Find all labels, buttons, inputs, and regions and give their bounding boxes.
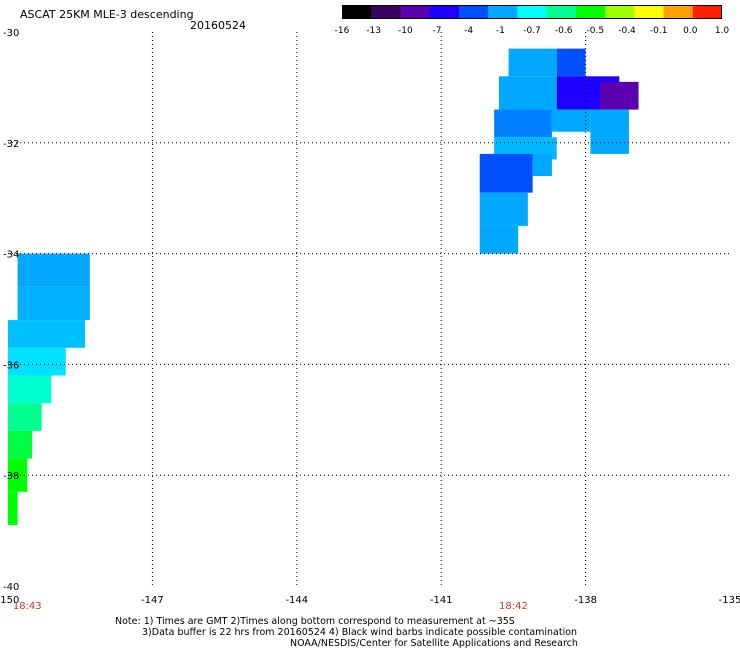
wind-cell (8, 375, 52, 404)
colorbar-swatch (429, 5, 460, 19)
colorbar-swatch (575, 5, 606, 19)
colorbar-tick-label: -4 (464, 26, 474, 36)
colorbar-swatch (517, 5, 548, 19)
lat-tick-label: -34 (3, 250, 19, 261)
lon-tick-label: -135 (719, 595, 740, 606)
wind-cell (8, 430, 33, 459)
colorbar-tick-label: -13 (366, 26, 382, 36)
colorbar-swatch (634, 5, 665, 19)
wind-cell (8, 491, 18, 526)
colorbar-tick-label: -0.1 (649, 26, 668, 36)
colorbar-tick-label: -7 (432, 26, 442, 36)
colorbar-tick-label: -10 (397, 26, 413, 36)
colorbar-tick-label: -1 (495, 26, 505, 36)
wind-cell (508, 48, 557, 77)
west-swath (8, 253, 90, 526)
colorbar-swatch (663, 5, 694, 19)
note-line-3: NOAA/NESDIS/Center for Satellite Applica… (290, 638, 578, 649)
wind-cell (551, 109, 591, 132)
wind-cell (556, 48, 586, 77)
colorbar-swatch (488, 5, 518, 19)
map-date: 20160524 (190, 19, 246, 32)
wind-cell (494, 109, 552, 138)
colorbar-tick-label: -0.5 (586, 26, 605, 36)
wind-cell (590, 109, 629, 154)
wind-cell (479, 153, 533, 193)
lon-tick-label: -147 (141, 595, 164, 606)
colorbar-swatch (546, 5, 577, 19)
colorbar-swatch (371, 5, 401, 19)
wind-cell (532, 153, 552, 177)
lat-tick-label: -40 (3, 582, 19, 593)
time-label: 18:42 (499, 601, 528, 612)
wind-cell (17, 286, 90, 321)
colorbar-swatch (458, 5, 489, 19)
east-swath (479, 48, 639, 254)
colorbar-swatch (342, 5, 372, 19)
lat-tick-label: -38 (3, 471, 19, 482)
lat-tick-label: -36 (3, 360, 19, 371)
colorbar-tick-label: -0.6 (554, 26, 573, 36)
lon-tick-label: -150 (0, 595, 19, 606)
lon-tick-label: -144 (285, 595, 308, 606)
colorbar-swatch (605, 5, 635, 19)
wind-cell (479, 192, 528, 226)
lon-tick-label: -138 (574, 595, 597, 606)
colorbar-labels: -16 -13 -10 -7 -4 -1 -0.7 -0.6 -0.5 -0.4 -0.1 0.0 1.… (330, 26, 740, 40)
time-label: 18:43 (13, 601, 42, 612)
colorbar-swatch (400, 5, 431, 19)
colorbar-tick-label: 1.0 (714, 26, 730, 36)
lon-tick-label: -141 (430, 595, 453, 606)
lat-tick-label: -32 (3, 139, 19, 150)
wind-cell (498, 76, 557, 110)
lat-tick-label: -30 (3, 28, 19, 39)
note-line-1: Note: 1) Times are GMT 2)Times along bot… (115, 616, 515, 627)
colorbar-tick-label: -0.7 (523, 26, 541, 36)
colorbar-tick-label: -16 (334, 26, 350, 36)
colorbar-swatch (692, 5, 722, 19)
note-line-2: 3)Data buffer is 22 hrs from 20160524 4)… (142, 627, 578, 638)
wind-cell (17, 253, 90, 287)
wind-cell (8, 320, 86, 348)
wind-cell (479, 225, 519, 254)
map-title: ASCAT 25KM MLE-3 descending (20, 8, 194, 21)
colorbar (342, 5, 722, 19)
colorbar-tick-label: 0.0 (683, 26, 698, 36)
wind-cell (8, 458, 28, 492)
wind-cell (8, 403, 42, 431)
wind-cell (600, 81, 639, 110)
colorbar-tick-label: -0.4 (618, 26, 636, 36)
wind-cell (8, 347, 66, 376)
